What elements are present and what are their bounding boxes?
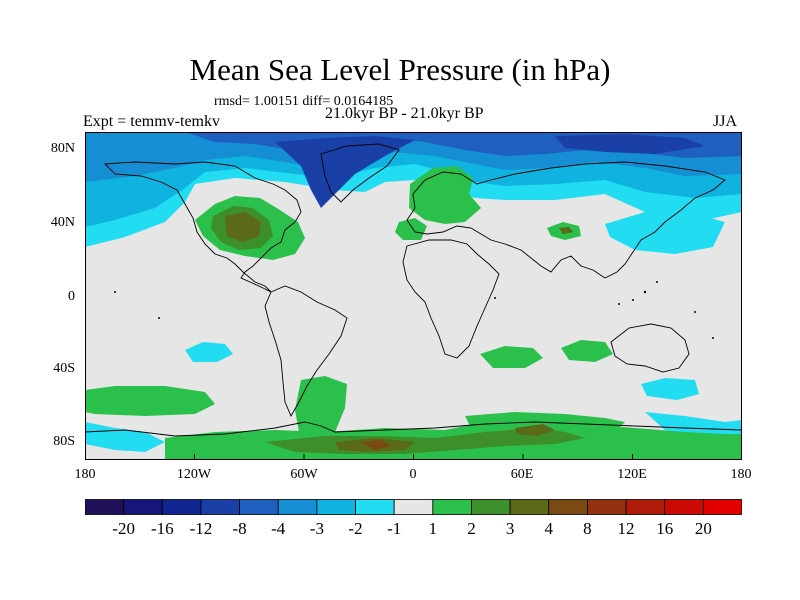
colorbar-label: 4 bbox=[544, 519, 554, 538]
axis-ticks bbox=[194, 454, 633, 460]
experiment-label: Expt = temmv-temkv bbox=[83, 113, 220, 130]
colorbar-label: 8 bbox=[583, 519, 592, 538]
colorbar-label: 3 bbox=[505, 519, 515, 538]
chart-title: Mean Sea Level Pressure (in hPa) bbox=[189, 52, 611, 87]
colorbar-box bbox=[85, 499, 125, 515]
antarctic-cyan bbox=[85, 422, 165, 452]
indian-ocean-green bbox=[480, 346, 543, 368]
south-pacific-cyan bbox=[185, 342, 233, 362]
arctic-dark-blue bbox=[555, 134, 705, 154]
colorbar-box bbox=[625, 499, 666, 515]
asia-dark-green bbox=[559, 227, 573, 234]
colorbar-box bbox=[123, 499, 163, 515]
pacific-cyan-patch bbox=[605, 212, 725, 254]
stats-text: rmsd= 1.00151 diff= 0.0164185 bbox=[214, 94, 394, 109]
greenland-coast bbox=[320, 143, 400, 203]
period-label: 21.0kyr BP - 21.0kyr BP bbox=[325, 105, 484, 122]
colorbar-box bbox=[200, 499, 240, 515]
colorbar-label: -20 bbox=[112, 519, 135, 538]
colorbar-label: 16 bbox=[656, 519, 674, 538]
atlantic-green bbox=[395, 218, 427, 240]
lat-label-40s: 40S bbox=[53, 361, 75, 376]
colorbar-label: 2 bbox=[467, 519, 476, 538]
north-america-coast bbox=[103, 161, 302, 293]
colorbar-box bbox=[239, 499, 279, 515]
lon-label-60e: 60E bbox=[510, 467, 534, 482]
season-label: JJA bbox=[713, 113, 738, 130]
colorbar-box bbox=[587, 499, 627, 515]
coastlines bbox=[85, 143, 742, 437]
colorbar-label: -2 bbox=[348, 519, 363, 538]
australia-coast bbox=[610, 323, 690, 373]
australia-south-cyan bbox=[641, 378, 699, 400]
antarctic-olive bbox=[515, 424, 555, 436]
colorbar-label: -16 bbox=[150, 519, 174, 538]
colorbar-box bbox=[548, 499, 588, 515]
antarctic-cyan-east bbox=[645, 412, 742, 438]
colorbar-label: 12 bbox=[617, 519, 635, 538]
lat-label-40n: 40N bbox=[50, 215, 75, 230]
colorbar-box bbox=[355, 499, 395, 515]
lon-label-120e: 120E bbox=[617, 467, 647, 482]
antarctica-coast bbox=[85, 421, 742, 437]
colorbar-label: -8 bbox=[232, 519, 247, 538]
lon-label-0: 0 bbox=[409, 467, 417, 482]
colorbar-box bbox=[432, 499, 472, 515]
south-america-coast bbox=[264, 285, 348, 418]
australia-west-green bbox=[561, 340, 613, 362]
lon-label-60w: 60W bbox=[290, 467, 318, 482]
colorbar-box bbox=[393, 499, 434, 515]
colorbar-label: -3 bbox=[309, 519, 324, 538]
southern-pacific-green bbox=[85, 386, 215, 416]
south-atlantic-green bbox=[295, 376, 347, 442]
colorbar-box bbox=[277, 499, 318, 515]
colorbar-label: -1 bbox=[387, 519, 402, 538]
north-america-brown bbox=[225, 212, 261, 242]
colorbar-box bbox=[702, 499, 742, 515]
lat-label-0: 0 bbox=[68, 289, 75, 304]
antarctic-dark-brown bbox=[361, 440, 391, 450]
lat-label-80n: 80N bbox=[50, 141, 75, 156]
colorbar bbox=[85, 499, 742, 515]
lon-label-180w: 180 bbox=[74, 467, 96, 482]
colorbar-label: 20 bbox=[694, 519, 712, 538]
lon-label-120w: 120W bbox=[176, 467, 212, 482]
lon-label-180e: 180 bbox=[730, 467, 752, 482]
scandinavia-green bbox=[409, 166, 481, 224]
colorbar-box bbox=[664, 499, 704, 515]
greenland-dark-blue bbox=[275, 136, 415, 208]
colorbar-box bbox=[161, 499, 202, 515]
eurasia-coast bbox=[406, 161, 726, 279]
colorbar-box bbox=[509, 499, 550, 515]
africa-coast bbox=[402, 239, 500, 359]
colorbar-label: -12 bbox=[189, 519, 213, 538]
colorbar-label: -4 bbox=[271, 519, 286, 538]
pressure-map bbox=[85, 132, 742, 460]
colorbar-box bbox=[471, 499, 511, 515]
lat-label-80s: 80S bbox=[53, 434, 75, 449]
colorbar-box bbox=[316, 499, 356, 515]
colorbar-label: 1 bbox=[428, 519, 438, 538]
islands bbox=[114, 281, 714, 339]
